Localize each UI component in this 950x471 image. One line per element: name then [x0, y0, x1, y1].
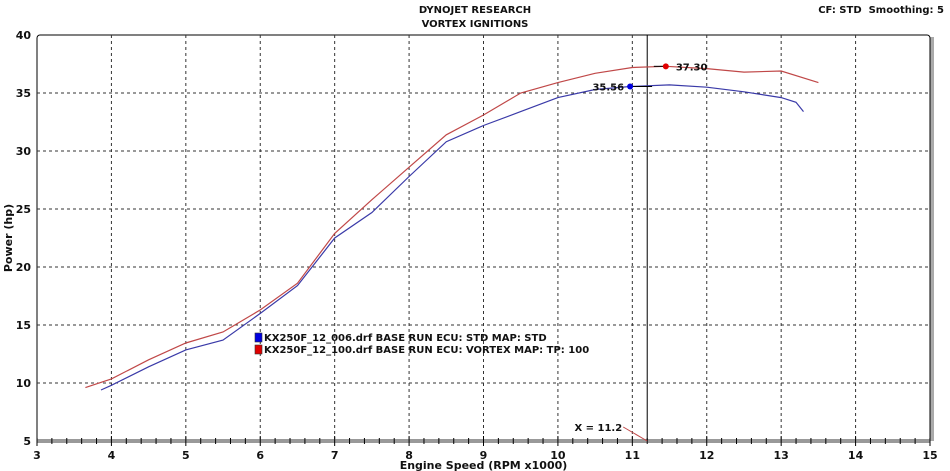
x-tick-label: 5 [182, 449, 190, 462]
peak-marker-1 [662, 63, 669, 70]
x-tick-label: 11 [625, 449, 640, 462]
cursor-leader [622, 426, 648, 442]
chart-title-line2: VORTEX IGNITIONS [421, 19, 529, 30]
legend-swatch-0 [254, 332, 263, 343]
frame-shadow [930, 37, 934, 441]
settings-label: CF: STD Smoothing: 5 [818, 5, 944, 16]
legend-entry-0: KX250F_12_006.drf BASE RUN ECU: STD MAP:… [264, 333, 547, 344]
y-tick-label: 35 [16, 87, 31, 100]
x-axis-label: Engine Speed (RPM x1000) [400, 459, 568, 471]
peak-label-0: 35.56 [592, 83, 624, 94]
y-tick-label: 10 [16, 377, 32, 390]
x-tick-label: 4 [108, 449, 116, 462]
x-tick-label: 10 [550, 449, 566, 462]
y-tick-label: 20 [16, 261, 32, 274]
x-tick-label: 6 [256, 449, 264, 462]
series-line-0 [100, 84, 804, 391]
y-tick-label: 25 [16, 203, 31, 216]
x-tick-label: 9 [480, 449, 488, 462]
y-tick-label: 40 [16, 29, 32, 42]
peak-label-1: 37.30 [676, 62, 708, 73]
x-tick-label: 15 [922, 449, 937, 462]
y-tick-label: 5 [23, 435, 31, 448]
x-tick-label: 12 [699, 449, 714, 462]
cursor-label: X = 11.2 [574, 423, 622, 434]
x-tick-label: 7 [331, 449, 339, 462]
series-line-1 [85, 65, 819, 389]
x-tick-label: 13 [774, 449, 789, 462]
x-tick-label: 3 [33, 449, 41, 462]
x-tick-label: 14 [848, 449, 864, 462]
y-axis-label: Power (hp) [2, 204, 15, 272]
y-tick-label: 30 [16, 145, 32, 158]
legend-entry-1: KX250F_12_100.drf BASE RUN ECU: VORTEX M… [264, 345, 589, 356]
peak-marker-0 [627, 83, 634, 90]
legend-swatch-1 [254, 344, 263, 355]
y-tick-label: 15 [16, 319, 31, 332]
chart-title-line1: DYNOJET RESEARCH [418, 5, 532, 16]
x-tick-label: 8 [405, 449, 413, 462]
